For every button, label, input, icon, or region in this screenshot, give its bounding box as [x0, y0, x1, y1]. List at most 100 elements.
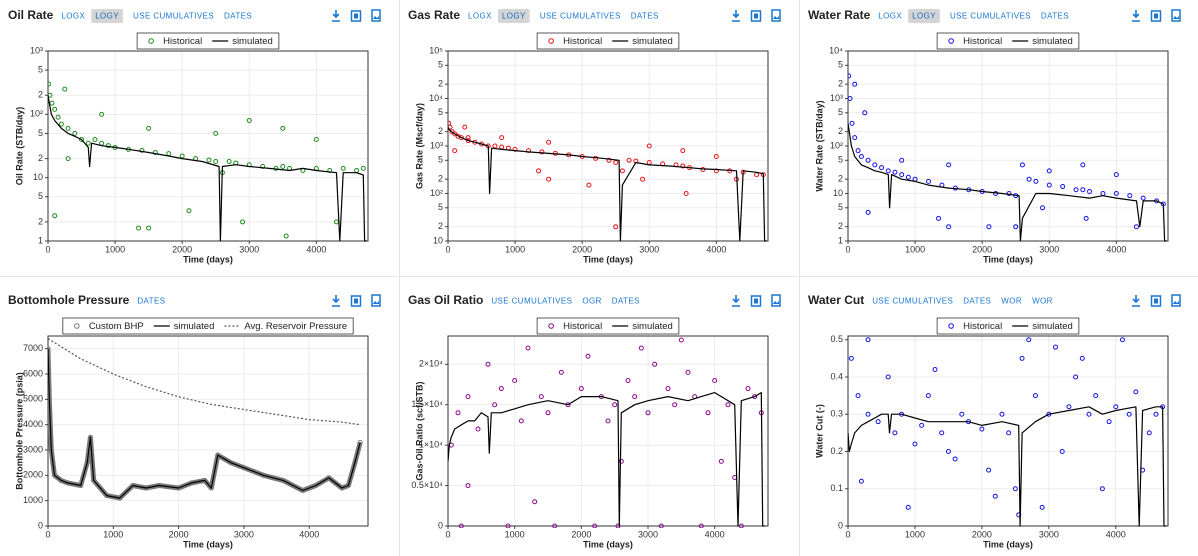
data-point: [280, 125, 286, 131]
toolbar-button[interactable]: DATES: [612, 297, 640, 306]
toolbar-button[interactable]: LOGY: [95, 12, 119, 21]
fullscreen-icon[interactable]: [750, 295, 762, 307]
download-icon[interactable]: [732, 295, 740, 307]
toolbar-button[interactable]: DATES: [224, 12, 252, 21]
image-icon[interactable]: [371, 294, 381, 307]
legend-item[interactable]: simulated: [1012, 321, 1073, 332]
legend-item[interactable]: Historical: [948, 36, 1002, 47]
toolbar-button[interactable]: DATES: [631, 12, 659, 21]
fullscreen-icon[interactable]: [1150, 10, 1162, 22]
data-point: [592, 523, 598, 528]
fullscreen-icon[interactable]: [350, 295, 362, 307]
plot-frame: [47, 335, 369, 527]
image-icon[interactable]: [771, 294, 781, 307]
data-point: [492, 402, 498, 408]
y-axis-title: Water Cut (-): [814, 404, 824, 458]
x-tick-label: 2000: [571, 529, 591, 539]
download-icon[interactable]: [732, 10, 740, 22]
data-point: [62, 86, 68, 92]
legend-item[interactable]: Historical: [148, 36, 202, 47]
toolbar-button[interactable]: USE CUMULATIVES: [491, 297, 572, 306]
toolbar-button[interactable]: WOR: [1001, 297, 1022, 306]
plot-area: [48, 336, 368, 526]
data-point: [52, 213, 58, 219]
series-line: [48, 337, 361, 426]
download-icon[interactable]: [332, 295, 340, 307]
y-tick-label: 2: [838, 126, 843, 136]
icon-shape: [771, 9, 781, 22]
data-point: [586, 182, 592, 188]
image-icon[interactable]: [1171, 9, 1181, 22]
legend-item[interactable]: simulated: [612, 321, 673, 332]
icon-shape: [373, 16, 379, 19]
toolbar-button[interactable]: USE CUMULATIVES: [540, 12, 621, 21]
plot-frame: [47, 50, 369, 242]
legend-item[interactable]: simulated: [212, 36, 273, 47]
image-icon[interactable]: [771, 9, 781, 22]
icon-shape: [1150, 10, 1162, 22]
legend-item[interactable]: Historical: [948, 321, 1002, 332]
toolbar-button[interactable]: OGR: [582, 297, 601, 306]
icon-shape: [1171, 294, 1181, 307]
data-point: [465, 135, 471, 141]
legend-item[interactable]: Custom BHP: [74, 321, 144, 332]
image-icon[interactable]: [1171, 294, 1181, 307]
legend-item[interactable]: Avg. Reservoir Pressure: [224, 321, 347, 332]
legend-item[interactable]: simulated: [1012, 36, 1073, 47]
y-tick-label: 0.4: [830, 371, 843, 381]
icon-shape: [1132, 295, 1140, 307]
download-icon[interactable]: [1132, 10, 1140, 22]
toolbar-button[interactable]: USE CUMULATIVES: [872, 297, 953, 306]
toolbar-button[interactable]: WOR: [1032, 297, 1053, 306]
toolbar-button[interactable]: DATES: [137, 297, 165, 306]
data-point: [712, 377, 718, 383]
toolbar-button[interactable]: LOGX: [878, 12, 902, 21]
toolbar-button[interactable]: USE CUMULATIVES: [950, 12, 1031, 21]
toolbar-button[interactable]: DATES: [963, 297, 991, 306]
series-line: [848, 406, 1166, 527]
legend-item[interactable]: Historical: [548, 36, 602, 47]
toolbar-button[interactable]: LOGX: [61, 12, 85, 21]
toolbar-button[interactable]: DATES: [1041, 12, 1069, 21]
data-point: [213, 130, 219, 136]
legend-item[interactable]: simulated: [153, 321, 215, 332]
fullscreen-icon[interactable]: [750, 10, 762, 22]
legend-item[interactable]: Historical: [548, 321, 602, 332]
y-tick-label: 0.1: [830, 483, 843, 493]
x-tick-label: 0: [845, 244, 850, 254]
download-icon[interactable]: [332, 10, 340, 22]
x-tick-label: 2000: [172, 244, 192, 254]
plot-marks: [448, 337, 765, 528]
plot-frame: [847, 335, 1169, 527]
icon-shape: [350, 10, 362, 22]
x-tick-label: 4000: [306, 244, 326, 254]
data-point: [713, 168, 719, 174]
toolbar-button[interactable]: LOGX: [468, 12, 492, 21]
data-point: [852, 81, 858, 87]
data-point: [1040, 205, 1046, 211]
data-point: [539, 149, 545, 155]
data-point: [1087, 189, 1093, 195]
data-point: [246, 117, 252, 123]
legend: Historical simulated: [536, 317, 680, 335]
download-icon[interactable]: [1132, 295, 1140, 307]
toolbar-button[interactable]: USE CUMULATIVES: [133, 12, 214, 21]
fullscreen-icon[interactable]: [1150, 295, 1162, 307]
y-tick-label: 10: [833, 188, 843, 198]
data-point: [905, 174, 911, 180]
y-tick-label: 10³: [830, 93, 843, 103]
legend-marker: [74, 323, 80, 329]
fullscreen-icon[interactable]: [350, 10, 362, 22]
data-point: [1060, 184, 1066, 190]
x-tick-label: 1000: [505, 244, 525, 254]
data-point: [146, 125, 152, 131]
legend-label: Historical: [563, 321, 602, 332]
data-point: [986, 467, 992, 473]
data-point: [326, 475, 332, 481]
chart-title: Water Rate: [808, 8, 871, 22]
toolbar-button[interactable]: LOGY: [502, 12, 526, 21]
toolbar-button[interactable]: LOGY: [912, 12, 936, 21]
y-tick-label: 5000: [23, 394, 43, 404]
legend-item[interactable]: simulated: [612, 36, 673, 47]
image-icon[interactable]: [371, 9, 381, 22]
